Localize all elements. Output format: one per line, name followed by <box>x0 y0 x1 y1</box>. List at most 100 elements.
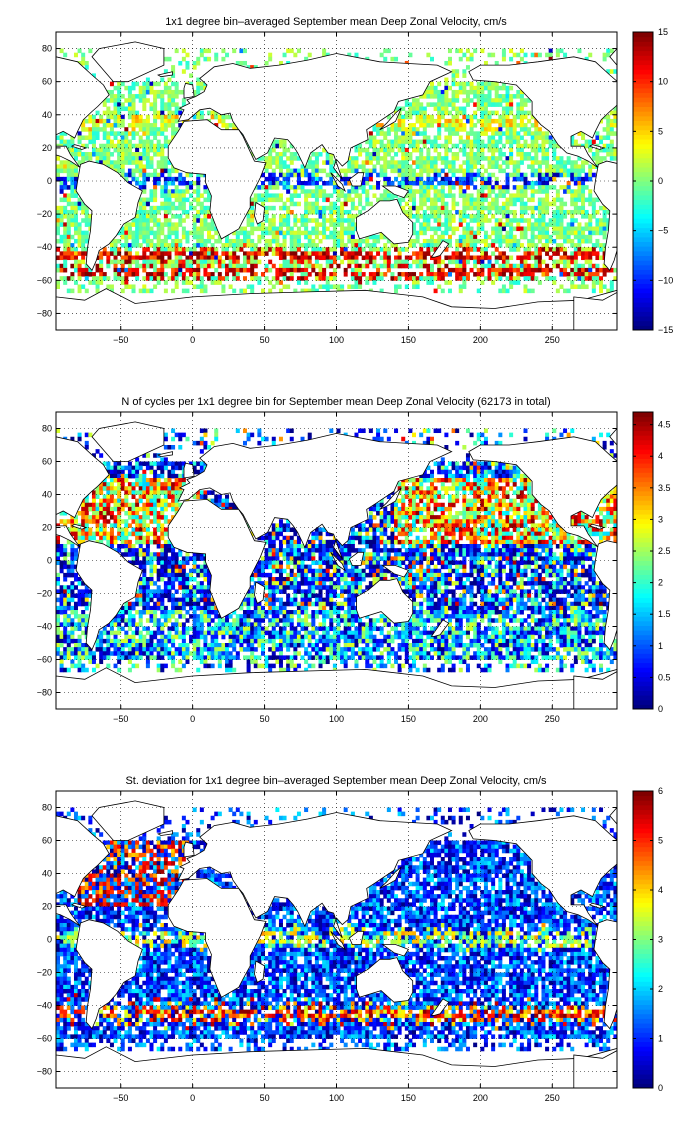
data-cell <box>102 276 107 281</box>
data-cell <box>142 461 147 467</box>
data-cell <box>519 201 524 207</box>
data-cell <box>207 234 212 240</box>
data-cell <box>368 251 373 256</box>
data-cell <box>275 185 280 190</box>
data-cell <box>530 226 535 232</box>
data-cell <box>552 226 557 232</box>
data-cell <box>178 189 183 194</box>
data-cell <box>163 272 168 277</box>
data-cell <box>530 209 535 215</box>
colorbar-segment <box>633 129 653 135</box>
data-cell <box>480 110 485 116</box>
data-cell <box>138 98 143 103</box>
data-cell <box>153 176 158 182</box>
data-cell <box>156 238 161 244</box>
data-cell <box>455 428 460 434</box>
data-cell <box>545 263 550 269</box>
data-cell <box>451 205 456 211</box>
data-cell <box>563 428 568 434</box>
data-cell <box>145 222 150 227</box>
data-cell <box>70 255 75 261</box>
data-cell <box>584 276 589 281</box>
data-cell <box>501 473 506 479</box>
data-cell <box>300 230 305 236</box>
data-cell <box>584 247 589 252</box>
data-cell <box>304 218 309 223</box>
data-cell <box>235 276 240 281</box>
data-cell <box>145 156 150 161</box>
data-cell <box>361 168 366 174</box>
data-cell <box>142 185 147 190</box>
data-cell <box>135 490 140 495</box>
data-cell <box>548 139 553 145</box>
data-cell <box>570 272 575 277</box>
data-cell <box>268 280 273 285</box>
data-cell <box>555 243 560 248</box>
data-cell <box>458 267 463 273</box>
data-cell <box>412 181 417 186</box>
data-cell <box>221 48 226 54</box>
data-cell <box>483 428 488 434</box>
data-cell <box>487 176 492 182</box>
data-cell <box>426 172 431 178</box>
data-cell <box>63 139 68 145</box>
data-cell <box>426 123 431 128</box>
data-cell <box>512 114 517 120</box>
data-cell <box>153 259 158 265</box>
colorbar-segment <box>633 125 653 131</box>
data-cell <box>606 222 611 227</box>
data-cell <box>117 147 122 153</box>
data-cell <box>498 267 503 273</box>
data-cell <box>149 238 154 244</box>
data-cell <box>368 201 373 207</box>
data-cell <box>462 247 467 252</box>
data-cell <box>465 156 470 161</box>
data-cell <box>530 255 535 261</box>
data-cell <box>153 453 158 458</box>
data-cell <box>376 234 381 240</box>
data-cell <box>501 272 506 277</box>
data-cell <box>77 152 82 157</box>
data-cell <box>138 143 143 149</box>
data-cell <box>433 176 438 182</box>
data-cell <box>149 276 154 281</box>
data-cell <box>84 230 89 236</box>
data-cell <box>178 490 183 495</box>
data-cell <box>113 102 118 107</box>
data-cell <box>422 218 427 223</box>
colorbar-segment <box>633 111 653 117</box>
data-cell <box>167 89 172 95</box>
data-cell <box>127 85 132 91</box>
data-cell <box>354 52 359 58</box>
data-cell <box>304 197 309 203</box>
data-cell <box>73 230 78 236</box>
data-cell <box>124 127 129 132</box>
data-cell <box>570 267 575 273</box>
data-cell <box>365 238 370 244</box>
data-cell <box>505 218 510 223</box>
data-cell <box>300 222 305 227</box>
data-cell <box>548 168 553 174</box>
data-cell <box>523 185 528 190</box>
data-cell <box>203 255 208 261</box>
data-cell <box>451 156 456 161</box>
data-cell <box>113 143 118 149</box>
data-cell <box>519 118 524 124</box>
data-cell <box>271 230 276 236</box>
data-cell <box>408 193 413 198</box>
data-cell <box>447 494 452 500</box>
data-cell <box>430 272 434 277</box>
data-cell <box>613 490 617 495</box>
data-cell <box>160 226 165 232</box>
colorbar-tick-label: −10 <box>658 275 673 285</box>
data-cell <box>296 255 301 261</box>
data-cell <box>246 267 251 273</box>
data-cell <box>383 428 388 434</box>
data-cell <box>408 176 413 182</box>
data-cell <box>433 259 438 265</box>
data-cell <box>167 123 172 128</box>
data-cell <box>246 255 251 261</box>
data-cell <box>239 288 244 294</box>
data-cell <box>476 85 481 91</box>
data-cell <box>566 288 571 294</box>
